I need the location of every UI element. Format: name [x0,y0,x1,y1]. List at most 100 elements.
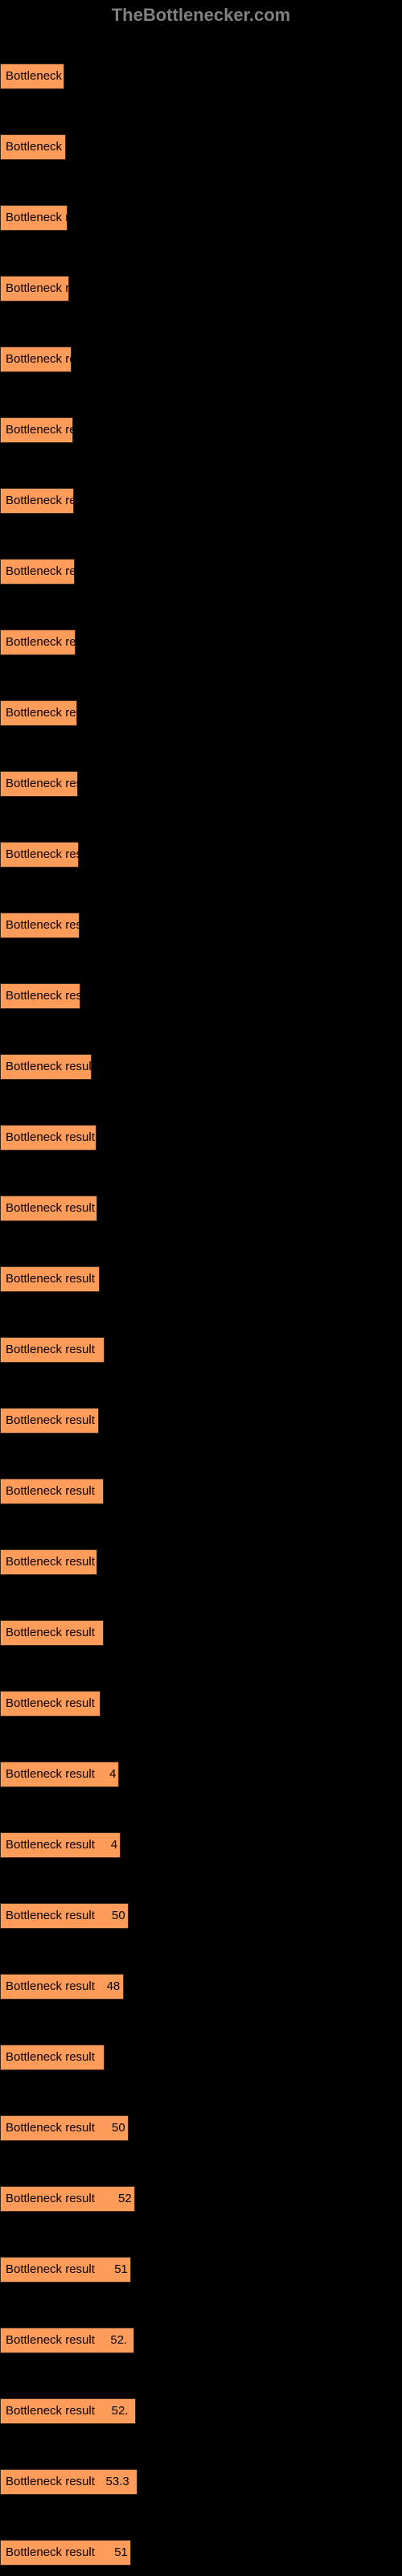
bar-value-label: 50 [112,2121,125,2135]
bar-category-label: Bottleneck result [6,211,95,224]
chart-bar: Bottleneck result [0,2045,105,2070]
chart-bar: Bottleneck result [0,1691,100,1717]
bar-category-label: Bottleneck result [6,847,95,861]
chart-row: Bottleneck result [0,383,402,453]
bar-value-label: 51 [114,2262,128,2276]
chart-row: Bottleneck result 52. [0,2293,402,2364]
bar-category-label: Bottleneck result [6,1838,95,1852]
chart-bar: Bottleneck result [0,1266,100,1292]
bar-category-label: Bottleneck result [6,69,95,83]
bar-category-label: Bottleneck result [6,2192,95,2205]
chart-row: Bottleneck result [0,1161,402,1232]
bar-category-label: Bottleneck result [6,423,95,437]
chart-row: Bottleneck result52 [0,2151,402,2222]
chart-bar: Bottleneck result51 [0,2540,131,2566]
chart-bar: Bottleneck result [0,559,75,585]
chart-row: Bottleneck result [0,949,402,1019]
bar-category-label: Bottleneck result [6,1555,95,1569]
chart-row: Bottleneck result52. [0,2364,402,2434]
chart-bar: Bottleneck result 50 [0,2115,129,2141]
bar-value-label: 50 [112,1909,125,1922]
bar-category-label: Bottleneck result [6,1626,95,1639]
chart-row: Bottleneck result [0,2010,402,2081]
bar-category-label: Bottleneck result [6,2404,95,2418]
bar-category-label: Bottleneck result [6,1060,95,1073]
chart-row: Bottleneck result [0,595,402,666]
chart-bar: Bottleneck result [0,1337,105,1363]
chart-bar: Bottleneck result [0,417,73,443]
chart-bar: Bottleneck result [0,1125,96,1151]
chart-row: Bottleneck result 48 [0,1939,402,2010]
bar-category-label: Bottleneck result [6,706,95,720]
bar-category-label: Bottleneck result [6,2333,95,2347]
chart-bar: Bottleneck result4 [0,1762,119,1787]
chart-row: Bottleneck result4 [0,1727,402,1798]
chart-row: Bottleneck result [0,1019,402,1090]
page-title: TheBottlenecker.com [0,0,402,29]
chart-bar: Bottleneck result [0,1408,99,1434]
bar-category-label: Bottleneck result [6,1413,95,1427]
chart-bar: Bottleneck result 4 [0,1832,121,1858]
chart-bar: Bottleneck result [0,913,80,938]
chart-bar: Bottleneck result [0,347,72,372]
chart-row: Bottleneck result [0,29,402,100]
chart-row: Bottleneck result [0,453,402,524]
bar-category-label: Bottleneck result [6,281,95,295]
chart-bar: Bottleneck result 53.3 [0,2469,137,2495]
chart-bar: Bottleneck result52. [0,2398,136,2424]
chart-row: Bottleneck result51 [0,2505,402,2576]
bar-category-label: Bottleneck result [6,1767,95,1781]
bar-value-label: 4 [111,1838,117,1852]
chart-bar: Bottleneck result [0,1549,97,1575]
bar-category-label: Bottleneck result [6,494,95,507]
bar-category-label: Bottleneck result [6,2545,95,2559]
bar-value-label: 52. [110,2333,127,2347]
bar-category-label: Bottleneck result [6,2121,95,2135]
chart-row: Bottleneck result [0,1232,402,1302]
bar-category-label: Bottleneck result [6,1343,95,1356]
bar-category-label: Bottleneck result [6,635,95,649]
chart-bar: Bottleneck result [0,1054,92,1080]
chart-row: Bottleneck result [0,1656,402,1727]
chart-row: Bottleneck result [0,524,402,595]
chart-bar: Bottleneck result [0,488,74,514]
bar-category-label: Bottleneck result [6,989,95,1003]
chart-row: Bottleneck result51 [0,2222,402,2293]
bar-category-label: Bottleneck result [6,918,95,932]
chart-row: Bottleneck result50 [0,1868,402,1939]
chart-row: Bottleneck result [0,241,402,312]
chart-row: Bottleneck result [0,1515,402,1585]
chart-row: Bottleneck result [0,1585,402,1656]
bar-value-label: 53.3 [106,2475,129,2488]
chart-row: Bottleneck result [0,1302,402,1373]
chart-bar: Bottleneck result51 [0,2257,131,2283]
chart-bar: Bottleneck result [0,1196,97,1221]
bar-category-label: Bottleneck result [6,564,95,578]
chart-bar: Bottleneck result52 [0,2186,135,2212]
bar-category-label: Bottleneck result [6,777,95,790]
chart-row: Bottleneck result [0,1444,402,1515]
chart-bar: Bottleneck result [0,205,68,231]
chart-row: Bottleneck result [0,878,402,949]
bar-value-label: 48 [107,1979,121,1993]
bar-category-label: Bottleneck result [6,1130,95,1144]
bar-category-label: Bottleneck result [6,1272,95,1286]
chart-row: Bottleneck result [0,666,402,736]
chart-bar: Bottleneck result [0,983,80,1009]
chart-row: Bottleneck result [0,807,402,878]
chart-bar: Bottleneck result [0,1620,104,1646]
chart-row: Bottleneck result 4 [0,1798,402,1868]
chart-row: Bottleneck result 50 [0,2081,402,2151]
chart-row: Bottleneck result [0,1373,402,1444]
chart-bar: Bottleneck result [0,1479,104,1504]
bar-category-label: Bottleneck result [6,1979,95,1993]
bar-category-label: Bottleneck result [6,1696,95,1710]
chart-row: Bottleneck result [0,1090,402,1161]
chart-bar: Bottleneck result [0,134,66,160]
bar-category-label: Bottleneck result [6,2050,95,2064]
chart-bar: Bottleneck result [0,771,78,797]
chart-bar: Bottleneck result [0,842,79,868]
bottleneck-bar-chart: Bottleneck resultBottleneck resultBottle… [0,29,402,2576]
bar-category-label: Bottleneck result [6,352,95,366]
bar-category-label: Bottleneck result [6,2475,95,2488]
